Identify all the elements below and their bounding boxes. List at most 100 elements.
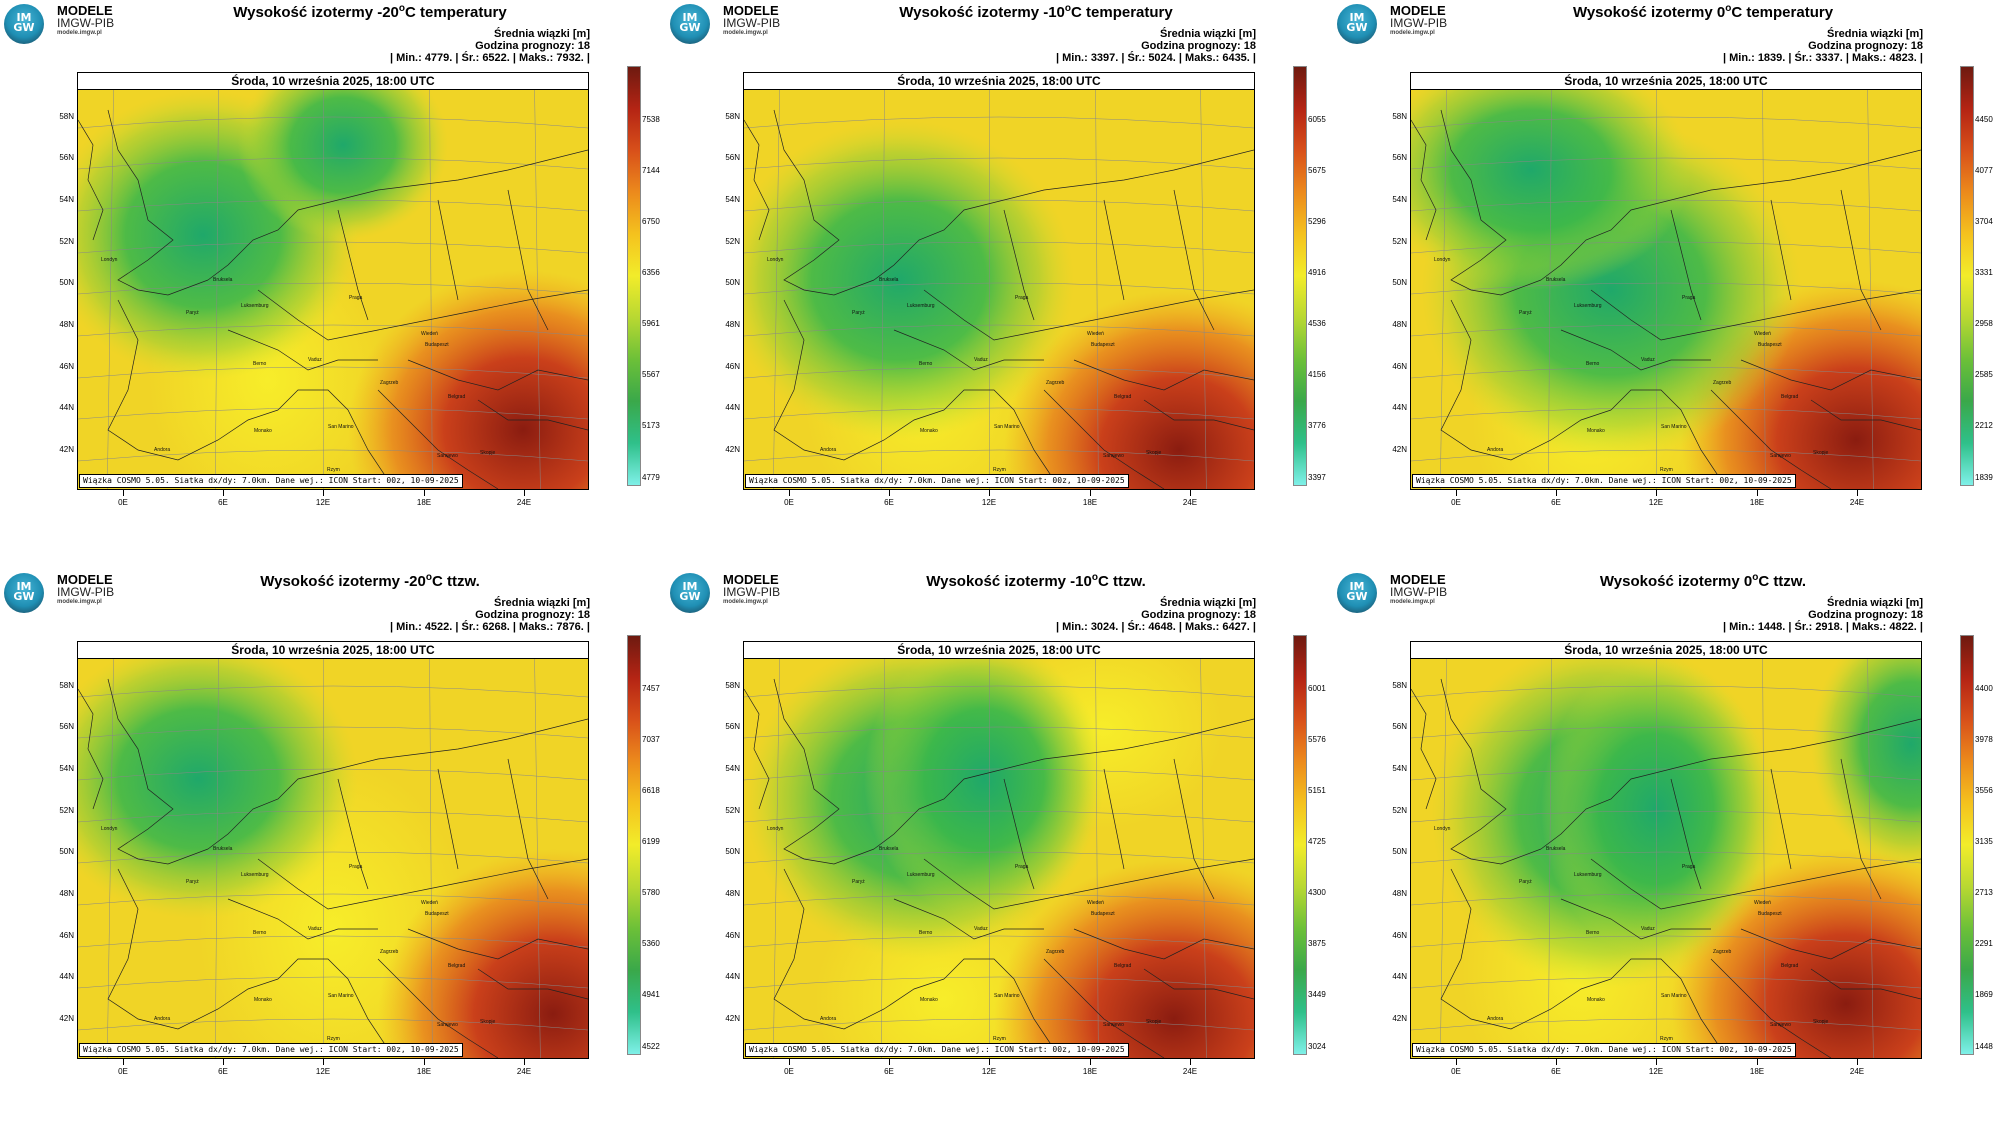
- field-low-zone: [1811, 659, 1921, 869]
- map-area[interactable]: Londyn Bruksela Paryż Luksemburg Praga Wiedeń…: [77, 89, 589, 490]
- lat-label: 42N: [59, 1014, 74, 1023]
- graticule-meridian: [534, 90, 541, 489]
- model-footer-note: Wiązka COSMO 5.05. Siatka dx/dy: 7.0km. …: [745, 474, 1129, 488]
- city-label: Skopje: [480, 1019, 496, 1025]
- logo-mark: IM GW: [13, 580, 35, 603]
- graticule-parallel: [744, 768, 1254, 781]
- colorbar-tick-label: 2291: [1975, 939, 1993, 948]
- border-line: [78, 688, 104, 810]
- city-label: Monako: [920, 997, 938, 1003]
- lon-label: 6E: [218, 498, 228, 507]
- city-label: Sarajewo: [1103, 1022, 1124, 1028]
- city-label: Wiedeń: [1754, 331, 1771, 337]
- graticule-parallel: [1411, 324, 1921, 337]
- logo-subtitle: IMGW-PIB: [723, 585, 781, 599]
- city-label: Bruksela: [213, 846, 233, 852]
- city-label: Luksemburg: [241, 872, 269, 878]
- lon-tick: [1190, 1059, 1191, 1065]
- map-area[interactable]: Londyn Bruksela Paryż Luksemburg Praga Wiedeń…: [77, 658, 589, 1059]
- info-stats: | Min.: 3397. | Śr.: 5024. | Maks.: 6435…: [1055, 52, 1256, 64]
- border-line: [1840, 758, 1882, 900]
- info-stats: | Min.: 3024. | Śr.: 4648. | Maks.: 6427…: [1055, 621, 1256, 633]
- colorbar-tick-label: 7037: [642, 735, 660, 744]
- map-area[interactable]: Londyn Bruksela Paryż Luksemburg Praga Wiedeń…: [1410, 658, 1922, 1059]
- city-label: Belgrad: [448, 963, 466, 969]
- lat-label: 46N: [725, 931, 740, 940]
- lon-label: 0E: [118, 498, 128, 507]
- map-area[interactable]: Londyn Bruksela Paryż Luksemburg Praga Wiedeń…: [743, 89, 1255, 490]
- graticule-parallel: [1411, 935, 1921, 948]
- lon-tick: [1857, 1059, 1858, 1065]
- graticule-meridian: [1867, 659, 1874, 1058]
- ensemble-info: Średnia wiązki [m] Godzina prognozy: 18 …: [1056, 28, 1256, 64]
- border-line: [1770, 768, 1792, 870]
- graticule-parallel: [1411, 851, 1921, 864]
- map-area[interactable]: Londyn Bruksela Paryż Luksemburg Praga Wiedeń…: [1410, 89, 1922, 490]
- graticule-parallel: [1411, 241, 1921, 254]
- lat-label: 56N: [725, 722, 740, 731]
- border-line: [107, 109, 209, 296]
- city-label: San Marino: [1661, 993, 1687, 999]
- lon-label: 6E: [884, 1067, 894, 1076]
- logo-url: modele.imgw.pl: [57, 599, 102, 605]
- colorbar-tick-label: 2585: [1975, 370, 1993, 379]
- city-label: Monako: [254, 428, 272, 434]
- graticule-meridian: [1095, 659, 1099, 1058]
- lon-tick: [323, 1059, 324, 1065]
- border-line: [227, 898, 378, 940]
- graticule-meridian: [1548, 90, 1552, 489]
- city-label: Budapeszt: [1091, 342, 1115, 348]
- graticule-parallel: [744, 116, 1254, 129]
- city-label: Andora: [154, 1016, 171, 1022]
- graticule-meridian: [773, 90, 780, 489]
- city-label: Bruksela: [879, 846, 899, 852]
- lat-label: 48N: [1392, 889, 1407, 898]
- colorbar-tick-label: 3978: [1975, 735, 1993, 744]
- graticule-parallel: [744, 893, 1254, 906]
- city-label: Belgrad: [1114, 394, 1132, 400]
- city-label: Belgrad: [1781, 963, 1799, 969]
- map-area[interactable]: Londyn Bruksela Paryż Luksemburg Praga Wiedeń…: [743, 658, 1255, 1059]
- city-label: Vaduz: [1641, 926, 1655, 932]
- city-label: Berno: [919, 930, 933, 936]
- graticule-parallel: [1411, 199, 1921, 212]
- graticule-parallel: [1411, 1018, 1921, 1031]
- colorbar-tick-label: 3704: [1975, 217, 1993, 226]
- border-line: [1043, 958, 1165, 1058]
- valid-date-bar: Środa, 10 września 2025, 18:00 UTC: [743, 72, 1255, 90]
- city-label: Belgrad: [448, 394, 466, 400]
- ensemble-info: Średnia wiązki [m] Godzina prognozy: 18 …: [1056, 597, 1256, 633]
- border-line: [1710, 389, 1832, 489]
- title-prefix: Wysokość izotermy -10: [899, 4, 1065, 21]
- lon-tick: [889, 490, 890, 496]
- city-label: Budapeszt: [425, 342, 449, 348]
- border-line: [507, 758, 549, 900]
- field-low-zone: [78, 659, 358, 919]
- colorbar-tick-label: 4941: [642, 990, 660, 999]
- colorbar-tick-label: 6001: [1308, 684, 1326, 693]
- lon-label: 24E: [1182, 1067, 1198, 1076]
- info-forecast-hour: Godzina prognozy: 18: [1141, 609, 1256, 621]
- border-line: [1143, 399, 1254, 431]
- city-label: Paryż: [186, 879, 199, 885]
- title-suffix: C ttzw.: [1758, 573, 1807, 590]
- title-prefix: Wysokość izotermy -20: [260, 573, 426, 590]
- field-high-zone: [348, 270, 588, 489]
- graticule-parallel: [1411, 366, 1921, 379]
- colorbar-tick-label: 3776: [1308, 421, 1326, 430]
- lon-label: 18E: [416, 1067, 432, 1076]
- graticule-meridian: [215, 659, 219, 1058]
- lat-label: 54N: [59, 195, 74, 204]
- city-label: Sarajewo: [437, 1022, 458, 1028]
- border-line: [1540, 718, 1921, 850]
- graticule-parallel: [744, 241, 1254, 254]
- colorbar: [1293, 635, 1307, 1055]
- ensemble-info: Średnia wiązki [m] Godzina prognozy: 18 …: [390, 28, 590, 64]
- lat-label: 50N: [1392, 847, 1407, 856]
- logo-url: modele.imgw.pl: [57, 30, 102, 36]
- city-label: Luksemburg: [1574, 303, 1602, 309]
- border-line: [107, 678, 209, 865]
- graticule-parallel: [78, 810, 588, 823]
- lon-tick: [1757, 490, 1758, 496]
- title-prefix: Wysokość izotermy 0: [1599, 573, 1753, 590]
